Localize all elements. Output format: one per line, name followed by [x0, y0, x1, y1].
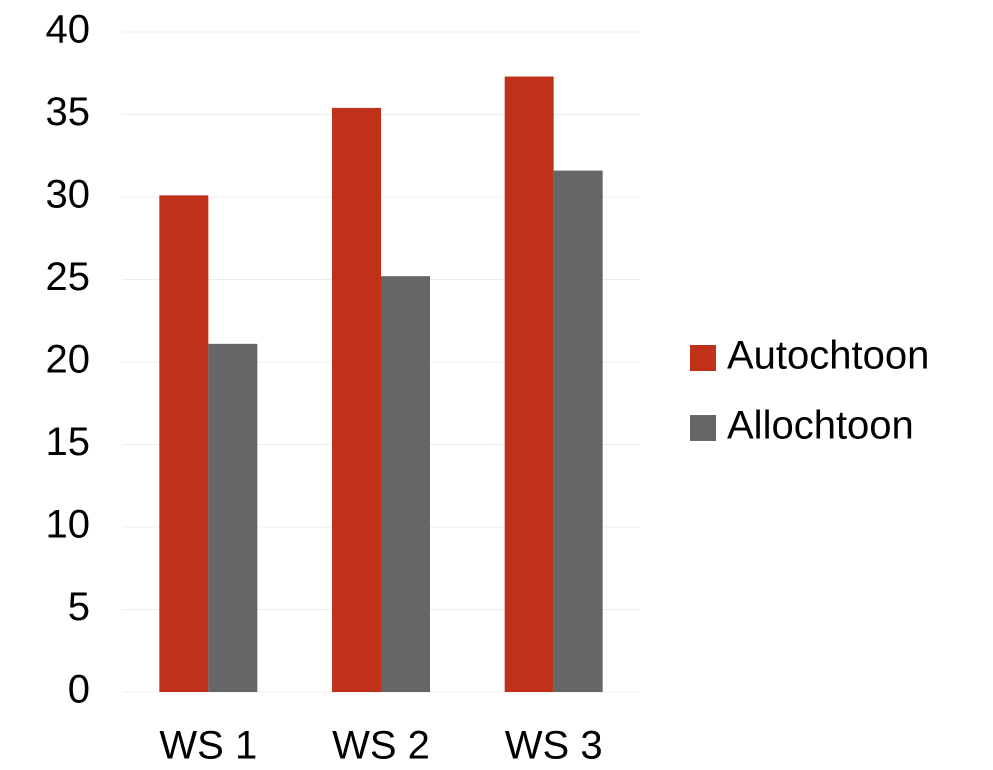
bar: [504, 76, 554, 693]
bar: [332, 107, 381, 692]
legend-swatch: [690, 345, 716, 371]
y-tick-label: 20: [46, 338, 91, 382]
bar: [208, 343, 258, 692]
bar: [159, 195, 209, 692]
y-tick-label: 25: [46, 255, 91, 299]
y-tick-label: 5: [68, 585, 90, 629]
y-tick-label: 10: [46, 503, 91, 547]
x-tick-label: WS 2: [332, 724, 430, 768]
y-tick-label: 15: [46, 420, 91, 464]
legend-label: Allochtoon: [727, 404, 914, 448]
y-tick-label: 30: [46, 173, 91, 217]
y-tick-label: 40: [46, 8, 91, 52]
legend-label: Autochtoon: [727, 334, 929, 378]
x-tick-label: WS 1: [159, 724, 257, 768]
x-tick-label: WS 3: [505, 724, 603, 768]
y-tick-label: 35: [46, 90, 91, 134]
y-tick-label: 0: [68, 668, 90, 712]
bar: [553, 170, 603, 693]
bar: [381, 276, 430, 692]
legend-swatch: [690, 415, 716, 441]
